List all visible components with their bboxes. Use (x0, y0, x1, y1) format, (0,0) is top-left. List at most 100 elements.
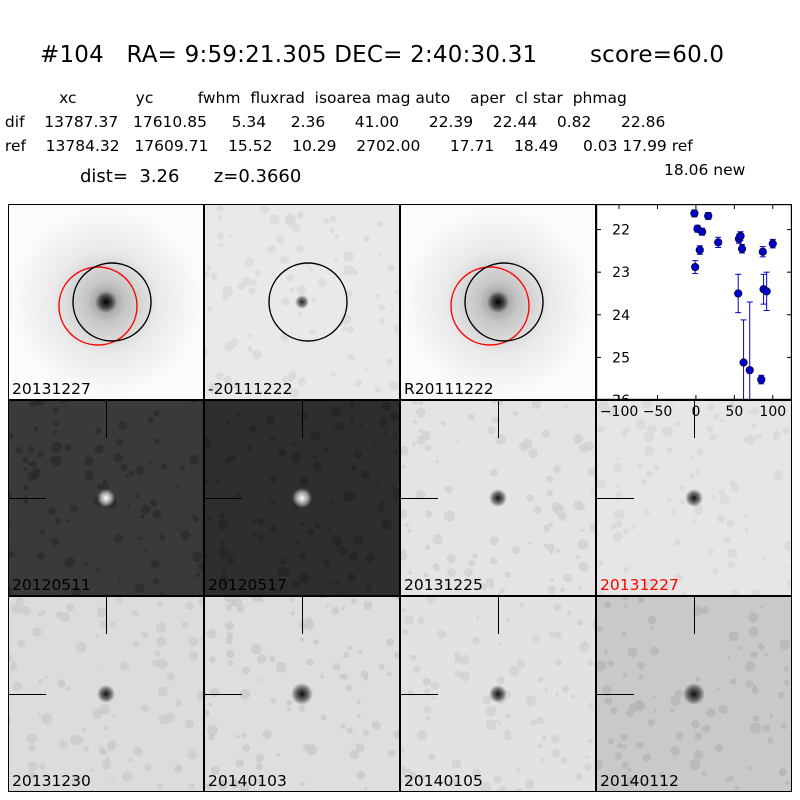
noise-speck (551, 734, 560, 744)
noise-speck (374, 293, 380, 299)
noise-speck (670, 696, 681, 706)
noise-speck (616, 485, 620, 489)
noise-speck (215, 372, 224, 381)
noise-speck (566, 611, 572, 616)
noise-speck (628, 703, 639, 713)
noise-speck (287, 707, 292, 712)
x-tick-label: 100 (759, 404, 787, 420)
noise-speck (188, 783, 195, 790)
noise-speck (695, 469, 700, 475)
panel-image (204, 596, 400, 792)
noise-speck (418, 774, 426, 782)
noise-speck (118, 421, 127, 431)
noise-speck (621, 630, 627, 636)
noise-speck (395, 450, 399, 454)
noise-speck (257, 678, 261, 682)
noise-speck (249, 425, 257, 433)
panel-date-label: 20140103 (208, 772, 287, 790)
noise-speck (175, 484, 180, 489)
noise-speck (37, 552, 46, 560)
noise-speck (786, 579, 792, 587)
noise-speck (176, 526, 180, 530)
noise-speck (96, 607, 107, 618)
noise-speck (395, 596, 400, 601)
noise-speck (378, 663, 385, 670)
detection-aperture-circle (268, 262, 348, 342)
noise-speck (415, 407, 426, 418)
noise-speck (547, 585, 556, 594)
noise-speck (630, 524, 636, 530)
noise-speck (623, 528, 629, 535)
noise-speck (382, 430, 387, 436)
noise-speck (363, 675, 369, 681)
crosshair-vertical-tick (302, 596, 304, 634)
noise-speck (610, 523, 617, 530)
noise-speck (279, 255, 290, 265)
noise-speck (613, 509, 625, 520)
noise-speck (8, 717, 12, 723)
noise-speck (621, 430, 626, 434)
photometry-ref-row: ref 13784.32 17609.71 15.52 10.29 2702.0… (0, 137, 693, 155)
data-point (697, 227, 707, 236)
noise-speck (291, 223, 301, 234)
noise-speck (150, 499, 158, 507)
noise-speck (288, 388, 299, 399)
noise-speck (615, 519, 624, 528)
noise-speck (405, 523, 410, 528)
noise-speck (221, 568, 227, 574)
noise-speck (482, 695, 492, 705)
noise-speck (413, 665, 421, 673)
noise-speck (769, 714, 774, 719)
noise-speck (650, 646, 659, 656)
noise-speck (783, 665, 790, 672)
noise-speck (390, 484, 395, 489)
noise-speck (496, 718, 500, 722)
noise-speck (416, 730, 428, 741)
noise-speck (338, 546, 348, 556)
x-tick-label: 0 (691, 404, 701, 420)
source-blob (489, 685, 507, 703)
noise-speck (300, 781, 305, 786)
noise-speck (290, 611, 295, 616)
lightcurve-chart: 22 23 24 25 26 (596, 204, 792, 400)
noise-speck (210, 687, 220, 698)
noise-speck (780, 722, 788, 730)
noise-speck (393, 432, 397, 437)
noise-speck (417, 617, 425, 624)
noise-speck (713, 413, 720, 420)
data-point (762, 287, 771, 296)
noise-speck (622, 744, 627, 749)
noise-speck (658, 771, 665, 778)
noise-speck (744, 514, 749, 519)
noise-speck (134, 583, 145, 594)
noise-speck (555, 692, 560, 697)
noise-speck (527, 541, 532, 546)
x-tick-label: −100 (599, 404, 639, 420)
noise-speck (719, 489, 725, 496)
noise-speck (727, 548, 738, 559)
noise-speck (110, 622, 116, 627)
noise-speck (717, 686, 721, 691)
panel-image (596, 596, 791, 790)
noise-speck (500, 785, 507, 792)
noise-speck (590, 488, 594, 493)
noise-speck (597, 560, 604, 566)
data-point (691, 262, 700, 272)
noise-speck (255, 753, 264, 763)
noise-speck (180, 530, 191, 541)
photometry-dif-row: dif 13787.37 17610.85 5.34 2.36 41.00 22… (0, 113, 666, 131)
noise-speck (752, 715, 760, 722)
noise-speck (451, 758, 462, 769)
noise-speck (394, 288, 400, 294)
noise-speck (205, 553, 209, 557)
noise-speck (339, 673, 346, 680)
reference-aperture-circle (450, 266, 530, 346)
noise-speck (353, 450, 363, 459)
noise-speck (22, 484, 29, 491)
noise-speck (141, 631, 149, 638)
noise-speck (364, 787, 368, 791)
noise-speck (76, 642, 87, 653)
noise-speck (246, 278, 250, 282)
noise-speck (490, 468, 498, 477)
noise-speck (259, 205, 268, 214)
